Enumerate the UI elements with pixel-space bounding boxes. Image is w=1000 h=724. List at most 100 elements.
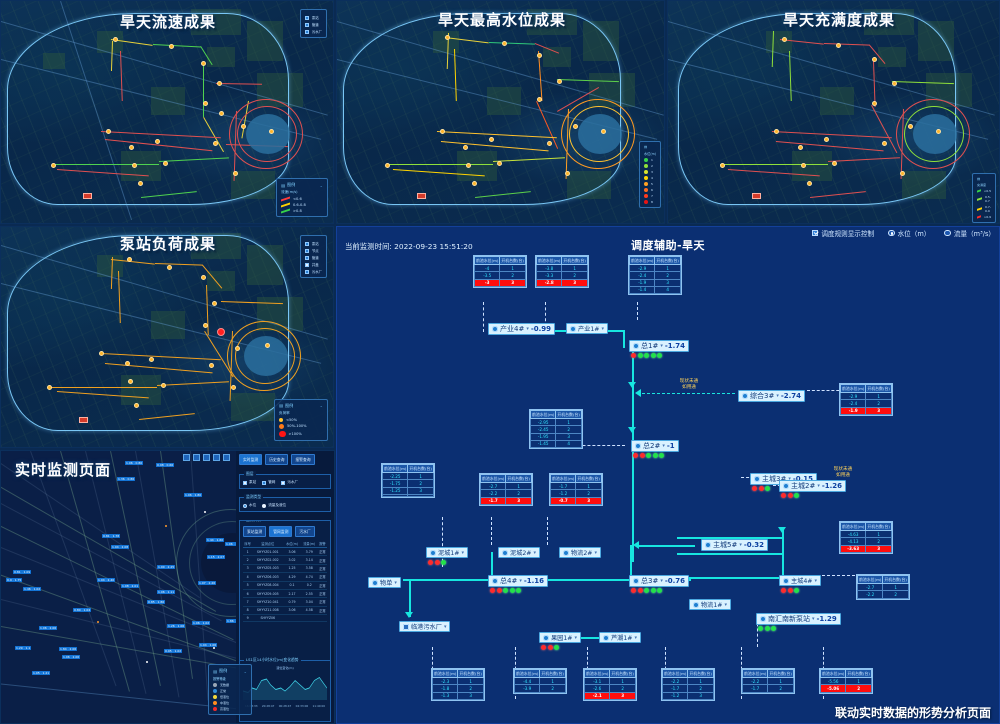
checkbox-rule-display-control[interactable]: 调度规则显示控制 xyxy=(812,228,874,238)
chevron-down-icon[interactable]: ▾ xyxy=(788,476,791,482)
checkbox-box[interactable] xyxy=(812,230,819,236)
schematic-node-gy1[interactable]: 果园1# ▾ xyxy=(539,632,582,643)
table-cell: 正常 xyxy=(317,597,327,607)
btn-wwtp-monitor[interactable]: 污水厂 xyxy=(295,526,315,537)
table-row[interactable]: 9 SHYYZ06 xyxy=(243,614,327,623)
zoom-in-icon[interactable] xyxy=(193,454,200,461)
legend-icon: ▤ xyxy=(279,403,283,408)
node-label: 总1# xyxy=(641,342,659,350)
schematic-node-zc5[interactable]: 主城5# ▾ -0.32 xyxy=(701,539,769,551)
table-row[interactable]: 8 SHYYZ11-008 3.06 4.58 正常 xyxy=(243,606,327,616)
radio-flow-rate[interactable]: 流量（m³/s） xyxy=(944,228,995,238)
collapse-icon[interactable]: ⌄ xyxy=(243,668,247,674)
radio-water-level[interactable]: 水位 xyxy=(243,503,256,508)
schematic-node-nhxbz[interactable]: 南汇南新泵站 ▾ -1.29 xyxy=(756,613,841,625)
chevron-down-icon[interactable]: ▾ xyxy=(394,579,397,586)
rule-table-row: -3.63 3 xyxy=(839,544,892,553)
rule-table-t13: 前池水位(m) 开机台数(台) -3.1 1 -2.6 2 -2.1 3 xyxy=(583,668,637,701)
radio-circle[interactable] xyxy=(888,229,895,237)
chevron-down-icon[interactable]: ▾ xyxy=(461,549,465,556)
monitoring-tabs[interactable]: 实时监测 历史查询 报警查询 xyxy=(236,451,334,468)
schematic-node-wd[interactable]: 物单 ▾ xyxy=(368,577,401,588)
radio-flow-level[interactable]: 流量及液位 xyxy=(262,503,286,508)
measure-icon[interactable] xyxy=(203,454,210,461)
chevron-down-icon[interactable]: ▾ xyxy=(814,577,818,584)
rule-table-row: -3.9 2 xyxy=(513,684,566,693)
node-label: 产业4# xyxy=(500,325,525,333)
table-row[interactable]: 2 SHYYZ02-002 3.02 3.14 正常 xyxy=(243,555,327,565)
chevron-down-icon[interactable]: ▾ xyxy=(817,483,820,489)
pump-status-leds xyxy=(752,486,771,491)
btn-pump-monitor[interactable]: 泵站监测 xyxy=(243,526,267,537)
table-row[interactable]: 3 SHYYZ05-003 1.25 3.58 正常 xyxy=(243,564,327,574)
radio-circle[interactable] xyxy=(944,229,951,237)
chevron-down-icon[interactable]: ▾ xyxy=(724,601,728,608)
checkbox-pipe-network[interactable]: 管网 xyxy=(262,480,275,485)
pump-icon xyxy=(705,542,711,548)
schematic-node-wl1[interactable]: 物流1# ▾ xyxy=(689,599,732,610)
table-row[interactable]: 1 SHYYZ01-001 3.06 3.79 正常 xyxy=(243,547,327,557)
dashboard-controls[interactable]: 调度规则显示控制 水位（m） 流量（m³/s） xyxy=(812,228,995,238)
checkbox-wwtp[interactable]: 污水厂 xyxy=(281,480,298,485)
locate-icon[interactable] xyxy=(213,454,220,461)
chevron-down-icon[interactable]: ▾ xyxy=(519,578,522,584)
layers-icon[interactable] xyxy=(183,454,190,461)
chevron-down-icon[interactable]: ▾ xyxy=(660,578,663,584)
schematic-node-nc2[interactable]: 泥城2# ▾ xyxy=(498,547,541,558)
schematic-node-zh3[interactable]: 综合3# ▾ -2.74 xyxy=(738,390,806,402)
rule-table-cell: -2.45 xyxy=(529,425,557,434)
rule-table-cell: 2 xyxy=(499,271,526,280)
node-label: 物流2# xyxy=(571,550,593,557)
chevron-down-icon[interactable]: ▾ xyxy=(533,549,537,556)
radio-water-level[interactable]: 水位（m） xyxy=(888,228,930,238)
schematic-node-z2[interactable]: 总2# ▾ -1 xyxy=(631,440,679,452)
chevron-down-icon[interactable]: ▾ xyxy=(776,393,779,399)
chevron-down-icon[interactable]: ▾ xyxy=(574,634,578,641)
schematic-node-cy4[interactable]: 产业4# ▾ -0.99 xyxy=(488,323,556,335)
schematic-node-zc2[interactable]: 主城2# ▾ -1.26 xyxy=(779,480,847,492)
chevron-down-icon[interactable]: ▾ xyxy=(526,326,529,332)
schematic-node-zc4[interactable]: 主城4# ▾ xyxy=(779,575,822,586)
btn-network-monitor[interactable]: 管网监测 xyxy=(269,526,293,537)
chevron-down-icon[interactable]: ▾ xyxy=(601,325,605,332)
list-filter-buttons[interactable]: 泵站监测 管网监测 污水厂 xyxy=(243,526,327,537)
rule-table-header: 前池水位(m) xyxy=(661,668,689,679)
schematic-node-z3[interactable]: 总3# ▾ -0.76 xyxy=(629,575,690,587)
fullscreen-icon[interactable] xyxy=(223,454,230,461)
schematic-node-nc1[interactable]: 泥城1# ▾ xyxy=(426,547,469,558)
table-cell: 9 xyxy=(243,614,253,623)
tab-realtime[interactable]: 实时监测 xyxy=(239,454,263,465)
rule-table-header: 前池水位(m) xyxy=(741,668,769,679)
chevron-down-icon[interactable]: ▾ xyxy=(739,542,742,548)
collapse-icon[interactable]: ⌄ xyxy=(319,182,323,188)
checkbox-pump-station[interactable]: 泵站 xyxy=(243,480,256,485)
table-row[interactable]: 7 SHYYZ10-041 0.79 3.04 正常 xyxy=(243,597,327,607)
table-row[interactable]: 5 SHYYZ08-004 0.1 0.2 正常 xyxy=(243,581,327,590)
table-cell: 3.02 xyxy=(283,555,301,565)
rule-table-row: -3 3 xyxy=(473,278,526,287)
legend-row-label: 50%-100% xyxy=(287,424,307,428)
rule-table-cell: -2.6 xyxy=(583,684,611,693)
chevron-down-icon[interactable]: ▾ xyxy=(443,623,447,630)
chevron-down-icon[interactable]: ▾ xyxy=(812,616,815,622)
chevron-down-icon[interactable]: ▾ xyxy=(662,443,665,449)
tab-alarm[interactable]: 报警查询 xyxy=(291,454,315,465)
table-cell: 5 xyxy=(243,581,253,590)
schematic-node-z4[interactable]: 总4# ▾ -1.16 xyxy=(488,575,549,587)
chevron-down-icon[interactable]: ▾ xyxy=(660,343,663,349)
chevron-down-icon[interactable]: ▾ xyxy=(634,634,638,641)
map-toolbar[interactable] xyxy=(183,454,230,461)
schematic-node-wl2[interactable]: 物流2# ▾ xyxy=(559,547,602,558)
table-row[interactable]: 4 SHYYZ06-003 4.29 4.74 正常 xyxy=(243,572,327,582)
schematic-node-z1[interactable]: 总1# ▾ -1.74 xyxy=(629,340,690,352)
schematic-node-cy1[interactable]: 产业1# ▾ xyxy=(566,323,609,334)
collapse-icon[interactable]: ⌄ xyxy=(319,403,323,408)
rule-table-row: -3.3 2 xyxy=(535,271,588,280)
chevron-down-icon[interactable]: ▾ xyxy=(594,549,598,556)
table-row[interactable]: 6 SHYYZ09-005 2.17 2.55 正常 xyxy=(243,589,327,599)
panel-dry-fill-ratio: 旱天充满度成果 ▤ 充满度 <0.5 0.5-0.7 0.7-0.9 >0.9 xyxy=(667,0,1000,224)
schematic-node-lc1[interactable]: 芦潮1# ▾ xyxy=(599,632,642,643)
led-off-indicator xyxy=(758,486,764,491)
tab-history[interactable]: 历史查询 xyxy=(265,454,289,465)
schematic-node-lgwsc[interactable]: 临港污水厂 ▾ xyxy=(399,621,451,632)
